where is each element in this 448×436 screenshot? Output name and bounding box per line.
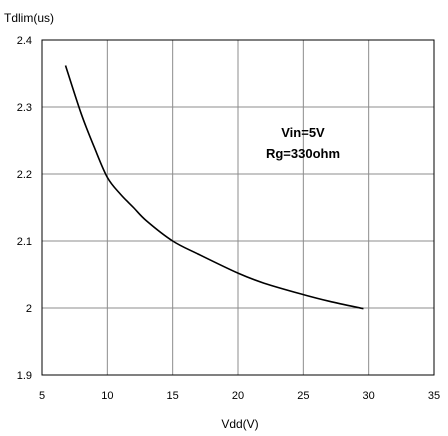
x-tick-label: 10 <box>101 390 113 402</box>
x-tick-label: 25 <box>297 390 309 402</box>
plot-frame <box>41 39 435 376</box>
series-line <box>64 65 364 310</box>
x-tick-label: 30 <box>363 390 375 402</box>
x-tick-label: 15 <box>167 390 179 402</box>
x-tick-label: 20 <box>232 390 244 402</box>
x-tick-label: 35 <box>428 390 440 402</box>
y-tick-label: 2.4 <box>17 35 32 47</box>
y-tick-label: 1.9 <box>17 370 32 382</box>
y-tick-label: 2.2 <box>17 169 32 181</box>
x-tick-labels: 5 10 15 20 25 30 35 <box>39 390 440 402</box>
grid-lines <box>41 39 435 376</box>
x-tick-label: 5 <box>39 390 45 402</box>
y-tick-label: 2 <box>26 303 32 315</box>
y-tick-label: 2.3 <box>17 102 32 114</box>
y-tick-label: 2.1 <box>17 236 32 248</box>
annotation-vin: Vin=5V <box>281 125 325 140</box>
annotation-rg: Rg=330ohm <box>266 146 340 161</box>
x-axis-title: Vdd(V) <box>221 417 258 431</box>
y-tick-labels: 1.9 2 2.1 2.2 2.3 2.4 <box>17 35 32 382</box>
y-axis-title: Tdlim(us) <box>4 11 54 25</box>
